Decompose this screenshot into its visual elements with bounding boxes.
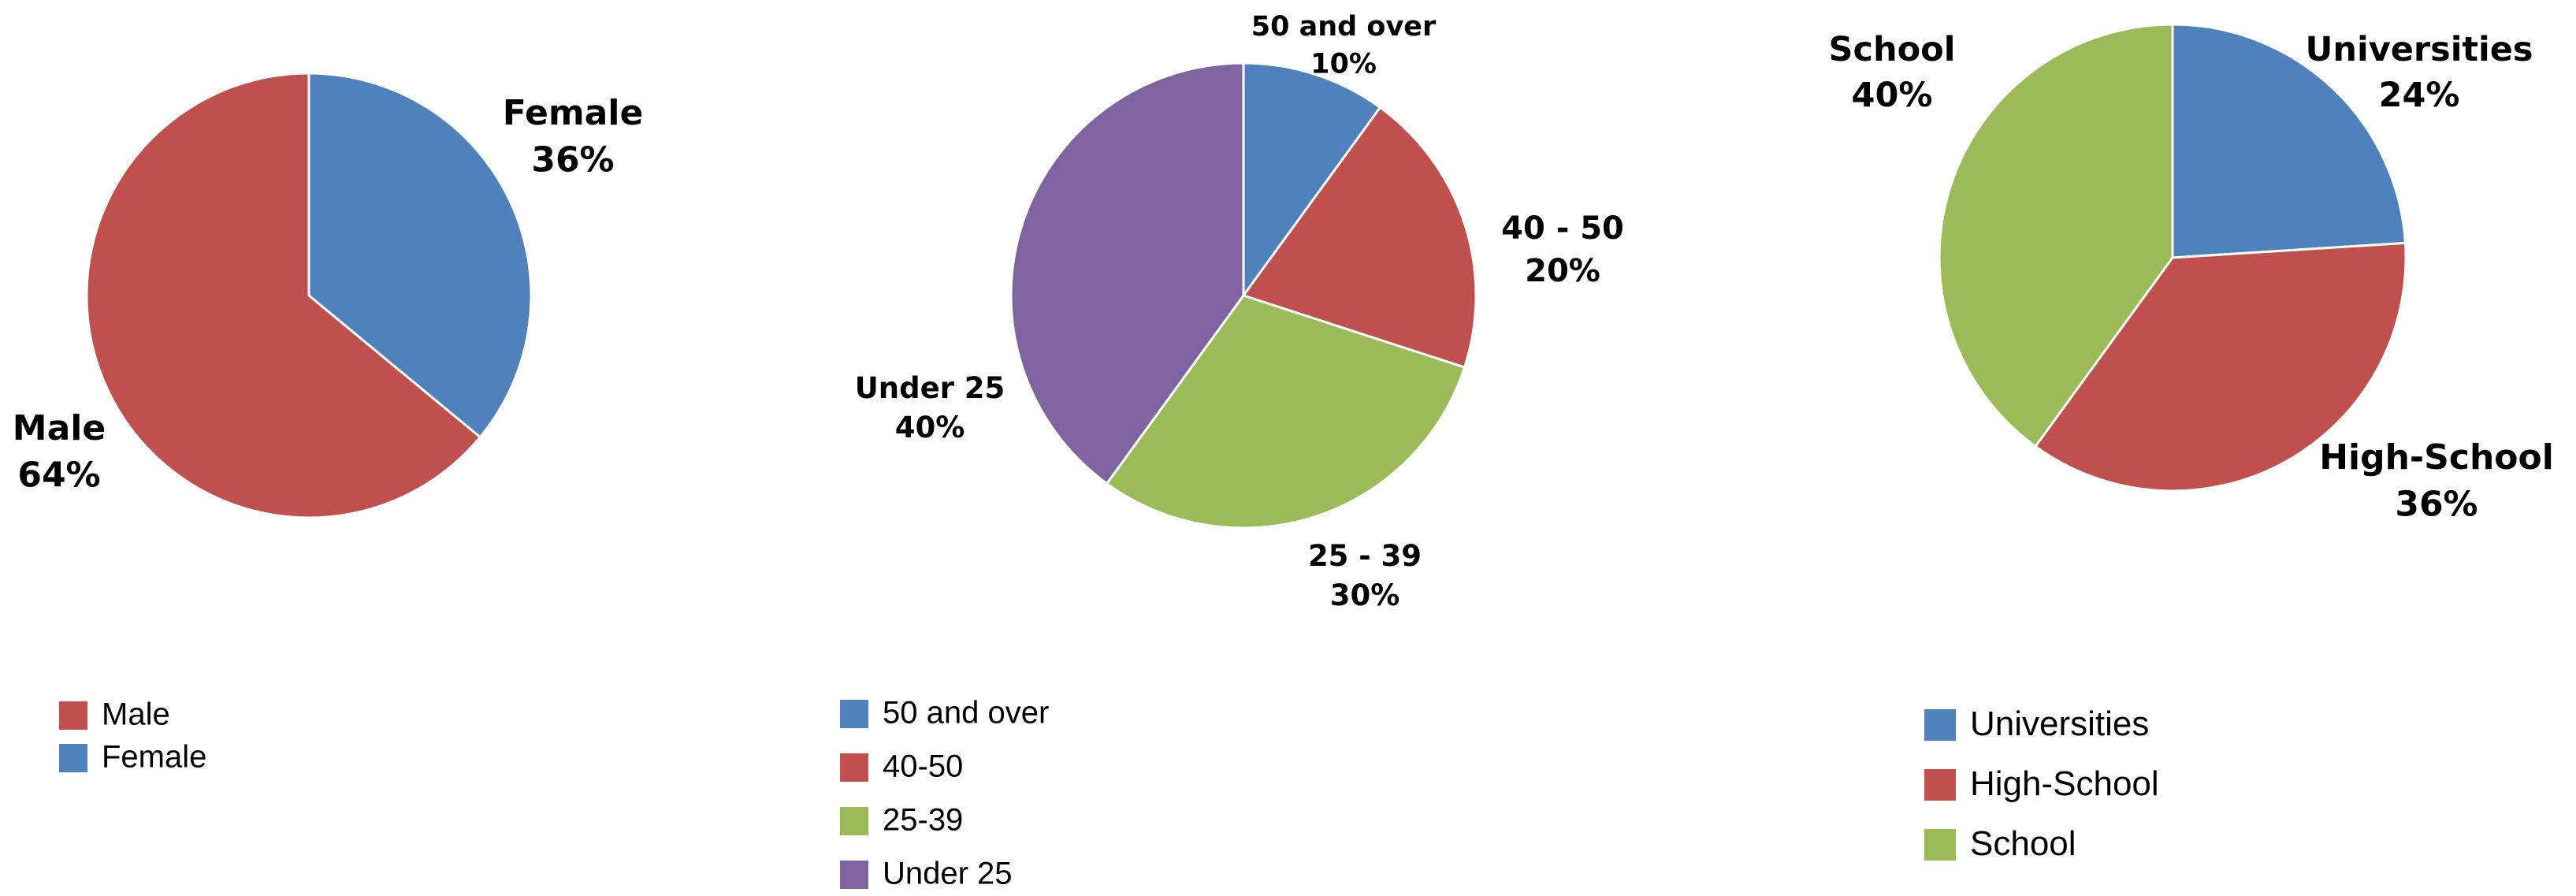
- slice-label-under-25: Under 25 40%: [855, 371, 1005, 444]
- pie-slice-40-50: [1242, 106, 1478, 369]
- slice-label-name: School: [1829, 30, 1956, 69]
- legend-item-high-school: High-School: [1924, 764, 2159, 803]
- slice-label-name: High-School: [2319, 437, 2554, 478]
- pie-slice-female: [307, 72, 533, 439]
- slice-label-percent: 40%: [895, 411, 965, 444]
- legend-3: Universities High-School School: [1924, 705, 2159, 863]
- slice-label-40-50: 40 - 50 20%: [1501, 210, 1624, 289]
- legend-swatch: [59, 744, 87, 772]
- pie-slice-high-school: [2034, 241, 2407, 493]
- legend-swatch: [840, 700, 868, 728]
- legend-item-40-50: 40-50: [840, 749, 963, 784]
- legend-swatch: [840, 753, 868, 782]
- legend-swatch: [1924, 829, 1956, 861]
- pie-slice-under-25: [1009, 61, 1245, 485]
- slice-label-percent: 36%: [2395, 484, 2477, 524]
- legend-2: 50 and over 40-50 25-39 Under 25: [840, 696, 1049, 891]
- slice-label-name: 50 and over: [1251, 11, 1437, 43]
- legend-label: Universities: [1970, 705, 2149, 743]
- legend-swatch: [1924, 769, 1956, 801]
- pie-chart-1: Female 36% Male 64%: [13, 72, 644, 519]
- legend-label: 40-50: [883, 749, 963, 784]
- legend-swatch: [840, 807, 868, 835]
- legend-item-under-25: Under 25: [840, 857, 1013, 891]
- legend-label: Male: [102, 697, 170, 732]
- slice-label-name: 25 - 39: [1308, 539, 1422, 573]
- legend-swatch: [840, 861, 868, 889]
- legend-item-school: School: [1924, 824, 2076, 863]
- slice-label-25-39: 25 - 39 30%: [1308, 539, 1422, 612]
- legend-item-universities: Universities: [1924, 705, 2149, 743]
- legend-swatch: [1924, 709, 1956, 741]
- slice-label-name: Female: [503, 93, 644, 133]
- slice-label-percent: 64%: [17, 455, 100, 495]
- legend-item-25-39: 25-39: [840, 803, 963, 838]
- slice-label-female: Female 36%: [503, 93, 644, 180]
- legend-swatch: [59, 701, 87, 730]
- slice-label-high-school: High-School 36%: [2319, 437, 2554, 524]
- pie-chart-2: 50 and over 10% 40 - 50 20% 25 - 39 30% Under …: [855, 11, 1624, 612]
- slice-label-name: Universities: [2305, 30, 2533, 69]
- slice-label-male: Male 64%: [13, 408, 106, 495]
- legend-label: Female: [102, 740, 206, 775]
- legend-item-male: Male: [59, 697, 170, 732]
- pie-slice-25-39: [1106, 294, 1466, 530]
- legend-1: Male Female: [59, 697, 206, 775]
- slice-label-percent: 30%: [1330, 578, 1400, 612]
- pie-slice-50-and-over: [1242, 61, 1381, 297]
- slice-label-name: Under 25: [855, 371, 1005, 405]
- legend-label: 50 and over: [883, 696, 1049, 731]
- pie-slice-universities: [2171, 23, 2407, 259]
- slice-label-name: 40 - 50: [1501, 210, 1624, 247]
- slice-label-school: School 40%: [1829, 30, 1956, 115]
- slice-label-percent: 10%: [1310, 48, 1377, 80]
- legend-label: 25-39: [883, 803, 963, 838]
- legend-label: Under 25: [883, 857, 1013, 891]
- pie-slice-male: [85, 72, 481, 519]
- pie-chart-3: Universities 24% High-School 36% School 40%: [1829, 23, 2554, 524]
- slice-label-name: Male: [13, 408, 106, 448]
- slice-label-percent: 36%: [531, 139, 614, 180]
- pie-slice-school: [1938, 23, 2174, 448]
- legend-item-female: Female: [59, 740, 206, 775]
- slice-label-percent: 24%: [2379, 76, 2460, 115]
- slice-label-percent: 40%: [1852, 76, 1933, 115]
- slice-label-50-and-over: 50 and over 10%: [1251, 11, 1437, 80]
- slice-label-percent: 20%: [1525, 253, 1600, 289]
- legend-label: School: [1970, 824, 2076, 863]
- slice-label-universities: Universities 24%: [2305, 30, 2533, 115]
- legend-label: High-School: [1970, 764, 2159, 803]
- legend-item-50-and-over: 50 and over: [840, 696, 1049, 731]
